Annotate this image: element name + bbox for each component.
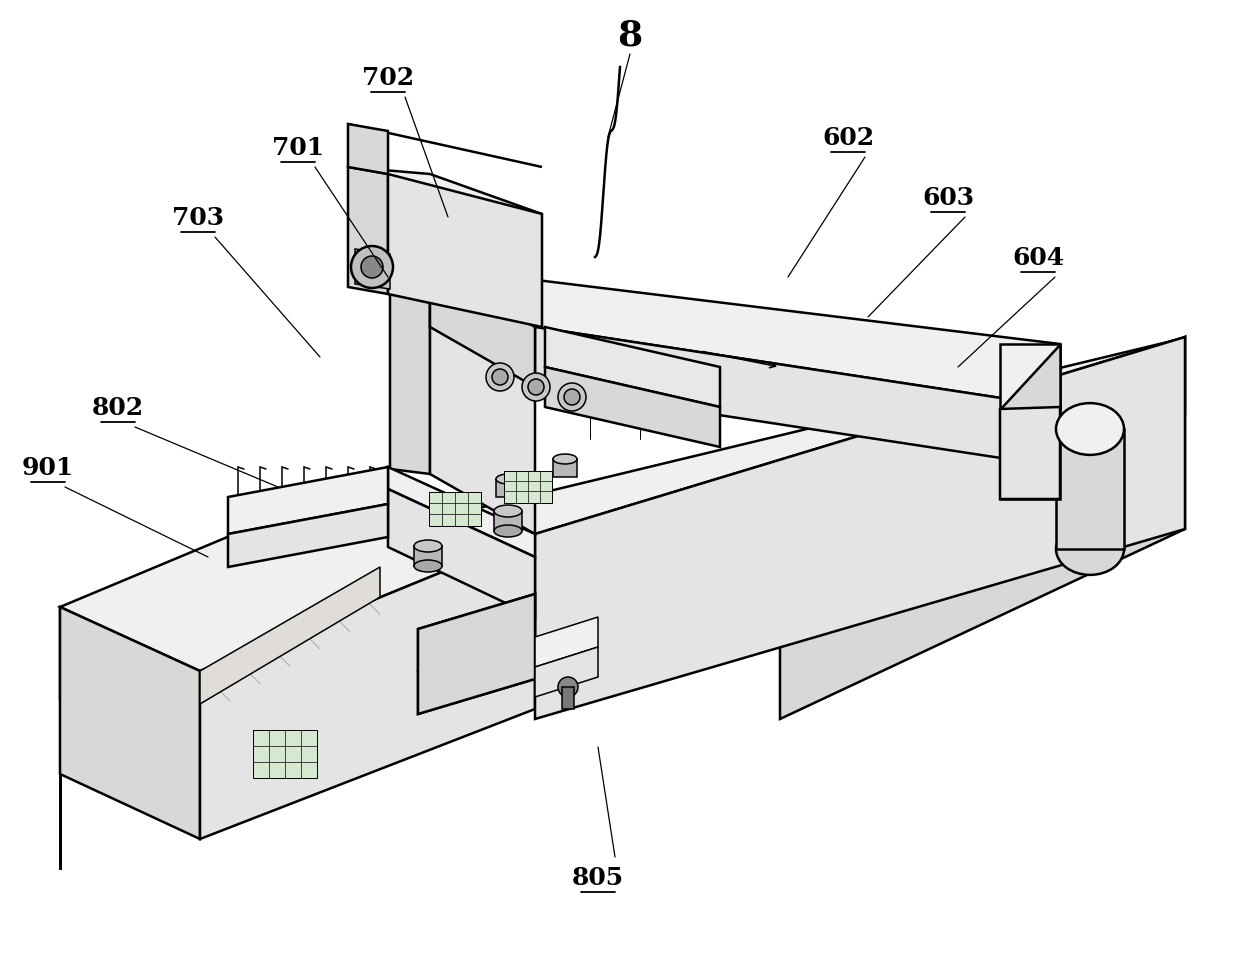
Text: 701: 701	[272, 136, 324, 160]
Ellipse shape	[414, 540, 441, 552]
Polygon shape	[418, 594, 534, 714]
Text: 8: 8	[618, 18, 642, 52]
Polygon shape	[430, 215, 534, 534]
Polygon shape	[414, 546, 441, 567]
Text: 703: 703	[172, 206, 224, 230]
Polygon shape	[418, 594, 534, 671]
Polygon shape	[503, 472, 552, 503]
Polygon shape	[60, 608, 200, 839]
Polygon shape	[430, 268, 534, 388]
Text: 603: 603	[921, 186, 975, 210]
Ellipse shape	[1056, 524, 1123, 575]
Polygon shape	[253, 730, 317, 779]
Text: 805: 805	[572, 865, 624, 889]
Polygon shape	[546, 367, 720, 447]
Ellipse shape	[1056, 404, 1123, 455]
Text: 602: 602	[822, 126, 874, 149]
Polygon shape	[388, 468, 534, 558]
Polygon shape	[494, 512, 522, 531]
Polygon shape	[534, 338, 1185, 608]
Polygon shape	[429, 492, 481, 527]
Polygon shape	[496, 480, 520, 497]
Polygon shape	[348, 125, 542, 168]
Polygon shape	[430, 268, 1060, 407]
Text: 901: 901	[22, 455, 74, 480]
Ellipse shape	[351, 247, 393, 289]
Ellipse shape	[528, 380, 544, 396]
Polygon shape	[999, 407, 1060, 499]
Polygon shape	[388, 489, 534, 617]
Text: 702: 702	[362, 65, 414, 90]
Polygon shape	[391, 208, 534, 268]
Text: 802: 802	[92, 396, 144, 419]
Ellipse shape	[414, 561, 441, 573]
Ellipse shape	[522, 373, 551, 402]
Polygon shape	[228, 468, 388, 534]
Polygon shape	[418, 637, 534, 714]
Polygon shape	[546, 327, 720, 407]
Polygon shape	[534, 648, 598, 698]
Polygon shape	[228, 504, 388, 568]
Ellipse shape	[558, 677, 578, 698]
Polygon shape	[348, 168, 388, 295]
Polygon shape	[391, 208, 430, 475]
Polygon shape	[999, 345, 1060, 409]
Polygon shape	[355, 250, 391, 290]
Ellipse shape	[558, 384, 587, 411]
Polygon shape	[999, 345, 1060, 499]
Ellipse shape	[492, 369, 508, 386]
Ellipse shape	[494, 505, 522, 518]
Text: 604: 604	[1012, 246, 1064, 270]
Ellipse shape	[486, 363, 515, 392]
Ellipse shape	[361, 257, 383, 278]
Ellipse shape	[494, 526, 522, 537]
Ellipse shape	[496, 475, 520, 485]
Polygon shape	[562, 687, 574, 709]
Polygon shape	[200, 568, 379, 704]
Polygon shape	[388, 175, 542, 327]
Polygon shape	[553, 459, 577, 478]
Polygon shape	[348, 168, 542, 215]
Polygon shape	[534, 327, 1060, 468]
Polygon shape	[60, 340, 1180, 700]
Polygon shape	[200, 534, 534, 839]
Polygon shape	[780, 338, 1185, 719]
Polygon shape	[60, 470, 534, 671]
Ellipse shape	[564, 390, 580, 405]
Polygon shape	[348, 125, 388, 175]
Ellipse shape	[553, 454, 577, 464]
Polygon shape	[1056, 430, 1123, 549]
Polygon shape	[534, 617, 598, 667]
Polygon shape	[534, 338, 1185, 719]
